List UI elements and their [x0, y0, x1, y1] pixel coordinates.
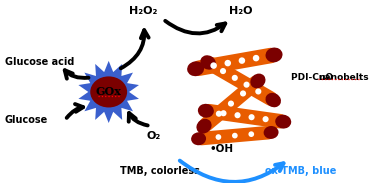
Text: •OH: •OH: [209, 144, 233, 154]
Text: Glucose: Glucose: [5, 115, 48, 125]
Text: GOx: GOx: [96, 86, 122, 97]
Ellipse shape: [265, 48, 282, 62]
Ellipse shape: [248, 131, 254, 137]
Ellipse shape: [263, 126, 279, 139]
Ellipse shape: [232, 133, 238, 139]
FancyBboxPatch shape: [195, 126, 274, 145]
Ellipse shape: [248, 114, 255, 120]
Ellipse shape: [215, 134, 221, 140]
Ellipse shape: [225, 60, 231, 66]
Ellipse shape: [198, 104, 214, 118]
FancyBboxPatch shape: [192, 48, 278, 76]
Ellipse shape: [197, 119, 212, 134]
Ellipse shape: [253, 55, 259, 61]
Text: TMB, colorless: TMB, colorless: [120, 166, 200, 175]
Ellipse shape: [228, 100, 234, 107]
Ellipse shape: [234, 112, 240, 118]
Ellipse shape: [263, 116, 269, 122]
Text: O₂: O₂: [146, 131, 160, 141]
Ellipse shape: [240, 90, 246, 96]
Polygon shape: [78, 61, 139, 123]
Ellipse shape: [243, 82, 249, 88]
Text: nanobelts: nanobelts: [318, 73, 369, 82]
Ellipse shape: [90, 76, 127, 107]
Ellipse shape: [191, 132, 206, 145]
Text: Glucose acid: Glucose acid: [5, 57, 74, 67]
Ellipse shape: [220, 68, 226, 74]
Text: H₂O: H₂O: [229, 6, 253, 16]
Ellipse shape: [220, 110, 226, 116]
Ellipse shape: [265, 93, 281, 107]
Ellipse shape: [187, 61, 204, 76]
FancyBboxPatch shape: [202, 104, 287, 128]
Ellipse shape: [250, 74, 265, 88]
Ellipse shape: [211, 62, 217, 69]
Ellipse shape: [275, 115, 291, 129]
Ellipse shape: [232, 75, 238, 81]
Ellipse shape: [239, 57, 245, 64]
FancyBboxPatch shape: [204, 57, 278, 106]
Ellipse shape: [216, 111, 222, 117]
Text: ox TMB, blue: ox TMB, blue: [265, 166, 336, 175]
Ellipse shape: [200, 55, 216, 70]
Text: PDI-CuO: PDI-CuO: [291, 73, 336, 82]
Text: H₂O₂: H₂O₂: [129, 6, 158, 16]
FancyBboxPatch shape: [199, 76, 263, 132]
Ellipse shape: [255, 88, 261, 94]
